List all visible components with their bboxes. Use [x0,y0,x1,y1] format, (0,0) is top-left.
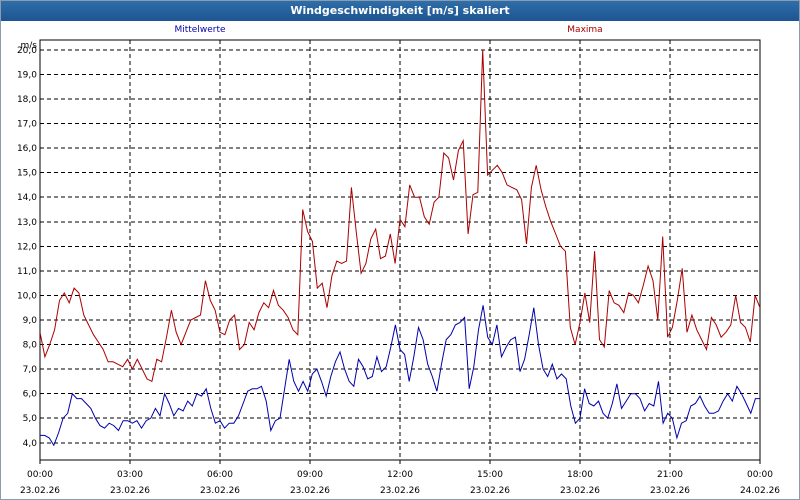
legend-entry-maxima: Maxima [567,25,602,35]
x-tick-date: 23.02.26 [200,486,240,496]
y-tick-label: 7,0 [23,365,38,375]
x-tick-time: 09:00 [297,470,323,480]
plot-area-frame [39,39,761,461]
x-tick-time: 03:00 [117,470,143,480]
y-tick-label: 14,0 [17,193,37,203]
x-tick-date: 23.02.26 [110,486,150,496]
x-tick-date: 23.02.26 [560,486,600,496]
y-tick-label: 8,0 [23,341,38,351]
y-tick-label: 20,0 [17,46,37,56]
x-tick-time: 00:00 [747,470,773,480]
y-tick-label: 11,0 [17,267,37,277]
y-tick-label: 10,0 [17,291,37,301]
y-axis-label: m/s [21,41,38,51]
x-tick-time: 21:00 [657,470,683,480]
y-tick-label: 16,0 [17,144,37,154]
y-tick-label: 19,0 [17,70,37,80]
y-tick-label: 18,0 [17,95,37,105]
x-tick-time: 15:00 [477,470,503,480]
y-tick-label: 9,0 [23,316,38,326]
x-tick-date: 23.02.26 [380,486,420,496]
y-tick-label: 5,0 [23,414,38,424]
y-tick-label: 12,0 [17,242,37,252]
series-line-maxima [40,49,760,383]
y-tick-label: 6,0 [23,390,38,400]
window-title: Windgeschwindigkeit [m/s] skaliert [1,1,799,21]
legend-entry-mittelwerte: Mittelwerte [174,25,225,35]
x-tick-time: 18:00 [567,470,593,480]
y-tick-label: 17,0 [17,120,37,130]
x-tick-time: 06:00 [207,470,233,480]
y-tick-label: 4,0 [23,439,38,449]
y-tick-label: 15,0 [17,169,37,179]
x-tick-date: 23.02.26 [20,486,60,496]
x-tick-date: 23.02.26 [650,486,690,496]
series-line-mittelwerte [40,305,760,447]
y-tick-label: 13,0 [17,218,37,228]
x-tick-date: 24.02.26 [740,486,780,496]
x-tick-time: 12:00 [387,470,413,480]
x-tick-time: 00:00 [27,470,53,480]
x-tick-date: 23.02.26 [470,486,510,496]
x-tick-date: 23.02.26 [290,486,330,496]
